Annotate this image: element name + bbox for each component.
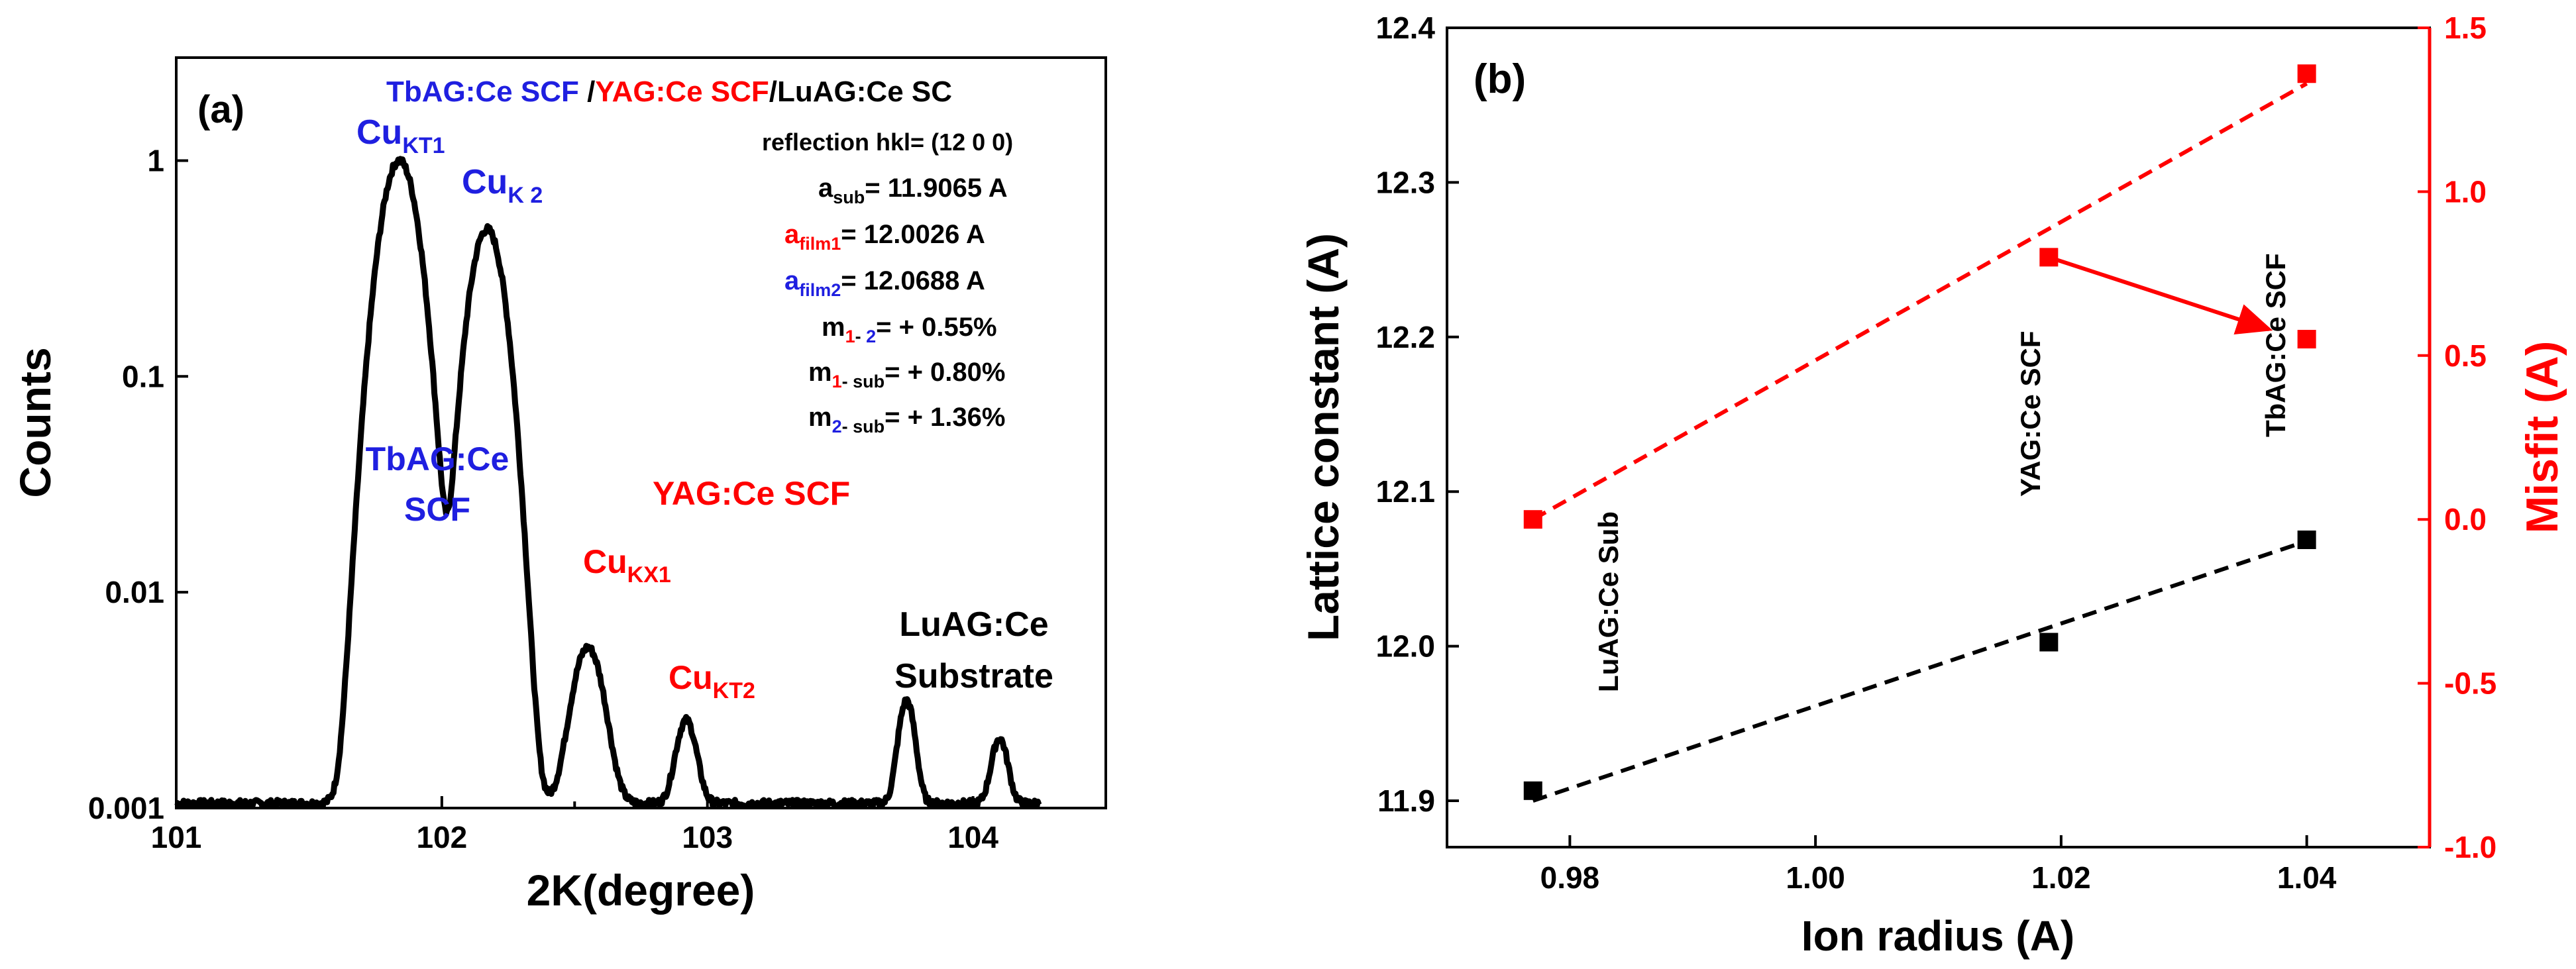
point-label-yag: YAG:Ce SCF	[2015, 331, 2046, 497]
y-tick-label: 12.3	[1375, 165, 1435, 199]
misfit-1-2-text: m1- 2= + 0.55%	[822, 313, 997, 346]
a-film2-text: afilm2= 12.0688 A	[784, 266, 985, 300]
panel-a-y-ticks: 0.001 0.01 0.1 1	[88, 143, 188, 825]
x-tick-label: 1.00	[1786, 860, 1845, 895]
yag-scf-annotation: YAG:Ce SCF	[653, 475, 850, 512]
legend-luag-text: LuAG:Ce SC	[777, 76, 952, 108]
misfit-1-sub-text: m1- sub= + 0.80%	[808, 358, 1005, 391]
legend-tbag-text: TbAG:Ce SCF	[386, 76, 587, 108]
misfit-point	[2297, 64, 2316, 83]
panel-b-y-ticks: 11.9 12.0 12.1 12.2 12.3 12.4	[1375, 11, 1459, 818]
cu-kt2-annotation: CuKT2	[669, 659, 755, 703]
panel-b-series	[1523, 64, 2316, 803]
x-tick-label: 104	[947, 820, 998, 854]
misfit-point	[2297, 330, 2316, 349]
lattice-point	[2039, 633, 2059, 652]
y2-tick-label: -1.0	[2444, 830, 2496, 864]
x-tick-label: 101	[151, 820, 202, 854]
x-tick-label: 0.98	[1540, 860, 1600, 895]
lattice-fit-line	[1532, 539, 2308, 803]
y-tick-label: 12.1	[1375, 474, 1435, 509]
panel-b-y2-ticks: -1.0 -0.5 0.0 0.5 1.0 1.5	[2418, 11, 2496, 864]
x-tick-label: 103	[682, 820, 733, 854]
y-tick-label: 0.01	[105, 575, 164, 609]
legend-yag-text: YAG:Ce SCF	[595, 76, 769, 108]
lattice-point	[2297, 531, 2316, 550]
y-tick-label: 12.2	[1375, 320, 1435, 354]
y-tick-label: 0.1	[122, 359, 164, 393]
y2-tick-label: 1.5	[2444, 11, 2487, 45]
reflection-hkl-text: reflection hkl= (12 0 0)	[762, 128, 1013, 156]
misfit-point	[2039, 248, 2059, 267]
x-tick-label: 102	[416, 820, 467, 854]
cu-kx1-annotation: CuKX1	[583, 543, 671, 587]
legend-slash: /	[769, 76, 777, 108]
luag-substrate-annotation: LuAG:Ce	[899, 605, 1048, 644]
y-tick-label: 12.0	[1375, 629, 1435, 664]
tbag-scf-annotation-line2: SCF	[404, 491, 470, 528]
panel-b-x-ticks: 0.98 1.00 1.02 1.04	[1540, 835, 2337, 895]
point-label-luag: LuAG:Ce Sub	[1593, 511, 1624, 692]
misfit-point	[1523, 510, 1542, 529]
panel-b-x-axis-label: Ion radius (A)	[1801, 912, 2074, 960]
panel-a-xrd-chart: 101 102 103 104 0.001 0.01 0.1 1 (a) Counts 2Κ…	[11, 56, 1107, 915]
cu-k2-annotation: CuK 2	[462, 163, 543, 208]
y-tick-label: 11.9	[1377, 784, 1435, 818]
a-film1-text: afilm1= 12.0026 A	[784, 220, 985, 254]
panel-b-lattice-chart: 0.98 1.00 1.02 1.04 11.9 12.0 12.1 12.2 12.3 12.…	[1299, 11, 2567, 960]
legend-slash: /	[587, 76, 595, 108]
tbag-scf-annotation: TbAG:Ce	[366, 440, 510, 478]
y-tick-label: 12.4	[1375, 11, 1435, 45]
y2-tick-label: 0.0	[2444, 502, 2487, 536]
misfit-2-sub-text: m2- sub= + 1.36%	[808, 403, 1005, 436]
panel-b-y-axis-label: Lattice constant (A)	[1299, 233, 1348, 641]
panel-a-y-axis-label: Counts	[11, 347, 60, 497]
panel-a-plot-frame	[175, 56, 1107, 809]
y2-tick-label: -0.5	[2444, 666, 2496, 701]
y-tick-label: 0.001	[88, 791, 164, 825]
panel-a-legend-title: TbAG:Ce SCF /YAG:Ce SCF/LuAG:Ce SC	[386, 76, 952, 108]
point-label-tbag: TbAG:Ce SCF	[2260, 253, 2291, 437]
panel-a-xrd-curve	[174, 156, 1042, 809]
panel-a-x-axis-label: 2Κ(degree)	[527, 866, 755, 915]
cu-kt1-annotation: CuKT1	[356, 113, 445, 158]
panel-b-label: (b)	[1474, 56, 1526, 102]
panel-b-y2-axis-label: Misfit (A)	[2517, 341, 2567, 534]
a-sub-text: asub= 11.9065 A	[818, 174, 1008, 207]
y-tick-label: 1	[147, 143, 164, 178]
misfit-arrow	[2048, 255, 2273, 334]
y2-tick-label: 1.0	[2444, 174, 2487, 209]
lattice-point	[1523, 781, 1542, 800]
x-tick-label: 1.02	[2031, 860, 2091, 895]
y2-tick-label: 0.5	[2444, 338, 2487, 373]
panel-a-label: (a)	[197, 88, 244, 131]
luag-substrate-annotation-line2: Substrate	[894, 657, 1053, 695]
x-tick-label: 1.04	[2277, 860, 2337, 895]
misfit-fit-line	[1532, 81, 2308, 521]
